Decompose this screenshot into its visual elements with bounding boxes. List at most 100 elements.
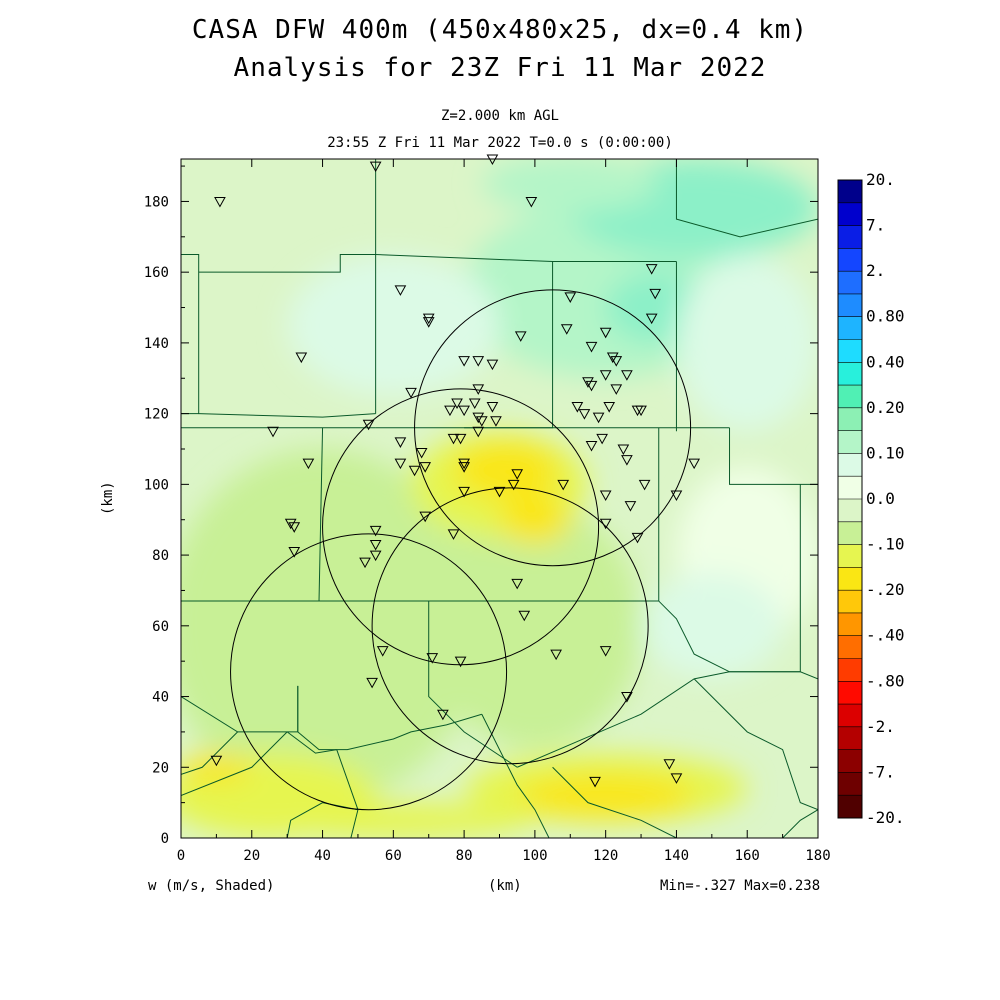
station-marker: [617, 444, 630, 456]
station-marker: [486, 402, 499, 413]
station-marker: [610, 356, 623, 367]
colorbar-label: 0.40: [866, 352, 905, 371]
station-marker: [394, 437, 407, 448]
colorbar-label: 0.10: [866, 443, 905, 462]
colorbar-label: 0.20: [866, 398, 905, 417]
y-tick-label: 180: [144, 194, 169, 210]
colorbar-swatch: [838, 453, 862, 477]
field-patch: [517, 774, 695, 817]
colorbar-swatch: [838, 180, 862, 204]
colorbar-label: 0.80: [866, 307, 905, 326]
radar-ring: [371, 487, 649, 765]
county-line: [729, 427, 818, 485]
colorbar-swatch: [838, 544, 862, 568]
station-marker: [288, 547, 301, 558]
y-tick-label: 120: [144, 407, 169, 423]
colorbar-swatch: [838, 681, 862, 705]
station-marker: [571, 402, 584, 413]
station-marker: [621, 455, 633, 466]
colorbar-swatch: [838, 407, 862, 432]
colorbar-swatch: [838, 293, 862, 318]
station-marker: [518, 610, 531, 622]
county-line: [481, 714, 550, 838]
station-marker: [624, 501, 637, 512]
x-tick-label: 20: [243, 848, 260, 864]
colorbar-swatch: [838, 612, 862, 637]
station-marker: [472, 384, 485, 395]
colorbar-swatch: [838, 567, 862, 591]
station-marker: [419, 462, 432, 473]
station-marker: [670, 773, 683, 784]
station-marker: [415, 448, 428, 459]
station-marker: [458, 405, 470, 417]
x-axis-ticks: 0 20 40 60 80 100 120 140 160 180: [177, 159, 831, 864]
station-marker: [369, 539, 382, 551]
y-tick-label: 60: [152, 619, 169, 635]
colorbar-swatch: [838, 704, 862, 728]
station-marker: [592, 412, 605, 424]
county-line: [181, 731, 238, 775]
radar-range-rings: [230, 289, 692, 811]
county-boundaries: [181, 159, 818, 838]
station-marker: [362, 419, 375, 431]
county-line: [198, 413, 376, 418]
station-marker: [454, 433, 467, 445]
station-marker: [578, 409, 591, 420]
colorbar-swatch: [838, 225, 862, 249]
x-tick-label: 180: [805, 848, 830, 864]
field-patch: [481, 159, 659, 213]
station-marker: [490, 416, 502, 427]
station-marker: [511, 578, 524, 590]
station-marker: [475, 416, 488, 427]
x-tick-label: 40: [314, 848, 331, 864]
min-max-label: Min=-.327 Max=0.238: [660, 878, 821, 894]
station-marker: [557, 479, 570, 491]
field-patch: [181, 753, 252, 782]
station-marker: [638, 479, 651, 491]
station-marker: [507, 479, 520, 491]
x-tick-label: 160: [735, 848, 760, 864]
colorbar-swatch: [838, 339, 862, 363]
station-marker: [599, 646, 612, 657]
colorbar-swatch: [838, 658, 862, 682]
station-marker: [589, 776, 601, 788]
county-line: [658, 600, 818, 680]
station-marker: [514, 331, 527, 342]
station-marker: [606, 352, 619, 364]
x-tick-label: 80: [456, 848, 473, 864]
station-marker: [635, 405, 647, 417]
y-tick-label: 20: [152, 760, 169, 776]
radar-ring: [322, 388, 600, 666]
colorbar-swatch: [838, 499, 862, 523]
station-marker: [458, 486, 470, 498]
field-patch: [428, 502, 642, 750]
county-line: [286, 802, 359, 838]
station-marker: [645, 264, 658, 275]
station-marker: [621, 370, 633, 381]
plot-area: [180, 154, 819, 839]
station-marker: [472, 426, 485, 438]
station-marker: [585, 341, 598, 353]
level-label: Z=2.000 km AGL: [440, 108, 559, 124]
y-tick-label: 100: [144, 477, 169, 493]
station-marker: [458, 356, 470, 367]
colorbar-swatch: [838, 521, 862, 546]
station-marker: [599, 370, 612, 381]
field-patch: [641, 572, 783, 679]
x-tick-label: 60: [385, 848, 402, 864]
y-tick-label: 0: [161, 831, 169, 847]
station-markers: [210, 154, 700, 788]
colorbar-swatch: [838, 635, 862, 659]
colorbar-swatch: [838, 430, 862, 454]
colorbar-label: -2.: [866, 717, 895, 736]
x-axis-label: (km): [488, 878, 522, 894]
colorbar-label: 20.: [866, 170, 895, 189]
station-marker: [649, 288, 662, 300]
colorbar-swatch: [838, 248, 862, 272]
county-line: [297, 713, 482, 751]
station-marker: [564, 292, 577, 303]
station-marker: [599, 490, 612, 501]
colorbar-label: -.40: [866, 626, 905, 645]
field-patch: [499, 494, 571, 545]
station-marker: [284, 518, 297, 530]
